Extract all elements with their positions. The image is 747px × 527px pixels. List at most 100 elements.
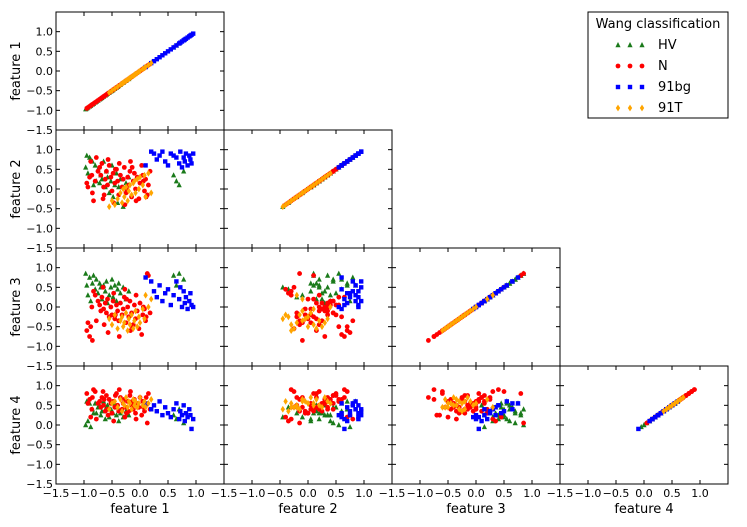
point-hv-4-1-12 — [104, 402, 111, 408]
point-n-2-1-8 — [101, 184, 106, 190]
x-tick-label-col2: −1.5 — [211, 487, 238, 500]
y-tick-label-row2: −0.5 — [26, 203, 53, 216]
point-hv-2-1-13 — [106, 189, 112, 196]
x-tick-label-col2: 0.5 — [327, 487, 345, 500]
point-hv-3-1-25 — [83, 270, 89, 276]
point-91t-4-4-5 — [661, 407, 666, 415]
point-n-2-1-57 — [129, 164, 135, 170]
y-tick-label-row2: −1.0 — [26, 222, 53, 235]
x-tick-label-col2: 1.0 — [355, 487, 373, 500]
point-n-3-1-22 — [120, 306, 126, 312]
point-n-4-1-59 — [143, 395, 149, 400]
point-91t-4-2-1 — [289, 399, 294, 407]
point-91bg-3-1-2 — [151, 289, 157, 294]
point-91bg-4-1-16 — [183, 411, 189, 416]
point-91bg-4-3-11 — [485, 416, 490, 422]
point-hv-4-3-19 — [498, 404, 504, 410]
point-91bg-3-1-4 — [157, 283, 162, 288]
legend-marker-n-1 — [627, 63, 633, 69]
point-91bg-2-1-5 — [160, 149, 165, 154]
point-n-1-1-53 — [89, 102, 95, 108]
x-axis-label-1: feature 1 — [110, 502, 169, 517]
point-91bg-3-2-19 — [347, 291, 353, 296]
point-n-2-1-44 — [105, 157, 111, 162]
point-91bg-4-2-15 — [345, 418, 350, 424]
point-91t-2-1-3 — [115, 195, 120, 203]
point-hv-4-2-30 — [316, 416, 322, 422]
point-n-3-2-55 — [333, 312, 339, 318]
point-hv-4-2-16 — [294, 410, 300, 416]
point-n-4-3-34 — [479, 395, 484, 400]
point-91bg-1-1-5 — [160, 53, 165, 58]
point-91bg-3-3-12 — [501, 285, 507, 290]
x-tick-label-col4: −0.5 — [603, 487, 630, 500]
y-tick-label-row2: 0.0 — [36, 183, 54, 196]
legend-label-91bg: 91bg — [658, 80, 691, 95]
point-n-4-1-48 — [128, 389, 133, 394]
point-91t-2-1-15 — [133, 189, 138, 197]
point-91bg-3-1-21 — [191, 304, 196, 310]
point-n-3-1-14 — [109, 312, 115, 318]
x-tick-label-col4: 0.0 — [635, 487, 653, 500]
point-n-3-1-8 — [101, 306, 106, 312]
x-tick-label-col1: 1.0 — [187, 487, 205, 500]
point-hv-3-1-21 — [117, 290, 123, 296]
x-tick-label-col1: −1.0 — [71, 487, 98, 500]
point-hv-3-2-17 — [311, 282, 317, 288]
point-91bg-4-2-19 — [347, 412, 353, 418]
point-n-3-3-2 — [426, 338, 431, 343]
point-91bg-4-1-17 — [185, 414, 190, 420]
point-hv-2-1-6 — [97, 180, 103, 186]
point-hv-4-2-25 — [336, 422, 342, 428]
point-hv-4-3-30 — [504, 416, 510, 422]
point-91bg-4-1-8 — [168, 414, 173, 420]
point-91bg-3-1-13 — [179, 304, 185, 310]
point-n-3-1-40 — [88, 324, 94, 330]
point-91t-3-1-0 — [107, 315, 112, 323]
point-n-4-3-42 — [454, 416, 459, 422]
point-91bg-2-1-9 — [171, 153, 176, 158]
point-n-4-3-39 — [465, 406, 470, 412]
panel-frame-3-1 — [55, 247, 225, 367]
point-91bg-4-1-18 — [187, 407, 192, 412]
point-91bg-3-1-19 — [188, 291, 193, 296]
point-91t-2-1-23 — [149, 189, 154, 197]
point-91bg-4-2-21 — [356, 416, 361, 422]
y-tick-label-row1: 1.0 — [36, 26, 54, 39]
point-n-3-1-25 — [125, 304, 131, 310]
point-91bg-4-3-15 — [479, 418, 484, 424]
point-91t-3-2-4 — [300, 317, 305, 325]
y-tick-label-row1: −1.5 — [26, 124, 53, 137]
point-91t-3-3-18 — [451, 319, 456, 327]
point-91bg-3-2-10 — [350, 279, 355, 284]
point-91bg-4-4-20 — [636, 426, 641, 432]
point-91bg-4-4-19 — [655, 412, 661, 418]
point-n-4-2-47 — [283, 414, 288, 420]
point-91bg-3-1-17 — [185, 306, 190, 312]
point-91t-1-1-0 — [107, 89, 112, 97]
point-91bg-2-1-1 — [149, 149, 154, 154]
x-tick-label-col2: −0.5 — [267, 487, 294, 500]
point-n-3-2-32 — [322, 308, 328, 314]
point-91bg-4-4-16 — [658, 411, 663, 416]
point-91bg-3-1-16 — [183, 294, 189, 300]
y-tick-label-row4: −1.5 — [26, 478, 53, 491]
point-hv-3-2-26 — [327, 292, 333, 298]
point-n-3-2-26 — [311, 314, 316, 320]
point-hv-2-1-14 — [108, 178, 114, 184]
point-hv-3-2-25 — [336, 270, 342, 276]
point-91t-3-3-21 — [490, 291, 495, 299]
point-91bg-4-3-18 — [482, 407, 487, 412]
point-91bg-3-2-21 — [356, 304, 361, 310]
point-n-3-2-51 — [297, 271, 302, 276]
point-hv-3-1-30 — [173, 282, 179, 288]
point-n-1-1-52 — [85, 105, 91, 110]
point-91bg-4-3-19 — [493, 412, 498, 418]
point-91bg-3-2-2 — [356, 289, 361, 294]
point-91bg-4-2-6 — [345, 405, 350, 410]
point-91t-4-4-21 — [667, 403, 672, 411]
point-n-4-2-51 — [297, 420, 302, 426]
point-91bg-2-1-0 — [143, 163, 148, 168]
point-hv-4-4-25 — [641, 422, 647, 428]
point-91t-3-1-12 — [129, 311, 134, 319]
